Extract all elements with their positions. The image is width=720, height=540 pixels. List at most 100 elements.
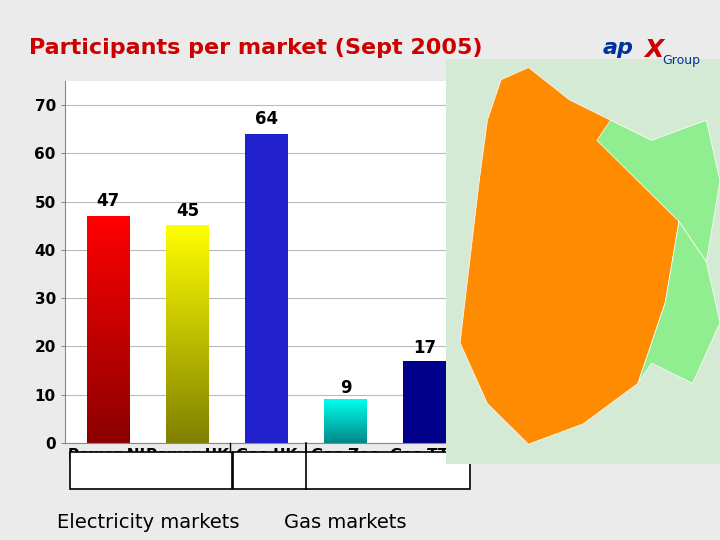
- Bar: [324, 438, 367, 440]
- Bar: [86, 329, 130, 332]
- Bar: [86, 427, 130, 429]
- Bar: [166, 375, 209, 377]
- Bar: [166, 308, 209, 310]
- Bar: [324, 441, 367, 442]
- Bar: [86, 347, 130, 350]
- Bar: [86, 302, 130, 305]
- Text: 45: 45: [176, 202, 199, 220]
- Bar: [166, 327, 209, 330]
- Bar: [324, 425, 367, 426]
- Bar: [86, 234, 130, 237]
- Bar: [166, 434, 209, 436]
- Bar: [86, 304, 130, 307]
- Bar: [166, 288, 209, 291]
- Bar: [86, 247, 130, 250]
- Bar: [166, 241, 209, 243]
- Bar: [324, 431, 367, 433]
- Bar: [324, 411, 367, 413]
- Bar: [86, 404, 130, 407]
- Bar: [166, 425, 209, 428]
- Bar: [86, 241, 130, 244]
- Bar: [86, 354, 130, 356]
- Bar: [166, 388, 209, 391]
- Bar: [324, 436, 367, 437]
- Bar: [86, 375, 130, 377]
- Bar: [324, 400, 367, 401]
- Bar: [166, 380, 209, 382]
- Bar: [86, 250, 130, 252]
- Bar: [86, 259, 130, 261]
- Bar: [166, 371, 209, 373]
- Bar: [166, 399, 209, 402]
- Bar: [324, 407, 367, 408]
- Bar: [324, 403, 367, 404]
- Bar: [166, 362, 209, 365]
- Bar: [86, 352, 130, 354]
- Bar: [324, 439, 367, 440]
- Bar: [86, 218, 130, 221]
- Bar: [86, 402, 130, 404]
- Text: 47: 47: [96, 192, 120, 210]
- Bar: [324, 405, 367, 406]
- Bar: [166, 395, 209, 397]
- Bar: [166, 271, 209, 273]
- Bar: [86, 436, 130, 438]
- Bar: [86, 279, 130, 282]
- Bar: [86, 325, 130, 327]
- Bar: [86, 368, 130, 370]
- Bar: [166, 260, 209, 262]
- Bar: [324, 401, 367, 402]
- Bar: [166, 347, 209, 349]
- Text: 9: 9: [340, 379, 351, 397]
- Polygon shape: [597, 120, 720, 262]
- Bar: [324, 420, 367, 421]
- Bar: [324, 440, 367, 441]
- Bar: [166, 280, 209, 282]
- Bar: [86, 313, 130, 316]
- Bar: [166, 269, 209, 271]
- Bar: [166, 429, 209, 432]
- Bar: [166, 397, 209, 400]
- Bar: [166, 275, 209, 278]
- Bar: [86, 429, 130, 431]
- Bar: [324, 431, 367, 432]
- Bar: [324, 424, 367, 425]
- Bar: [86, 338, 130, 341]
- Bar: [86, 434, 130, 436]
- Bar: [166, 282, 209, 285]
- Bar: [86, 277, 130, 280]
- Bar: [324, 418, 367, 420]
- Bar: [166, 406, 209, 408]
- Bar: [166, 316, 209, 319]
- Bar: [324, 410, 367, 411]
- Bar: [86, 252, 130, 255]
- Bar: [166, 291, 209, 293]
- Text: ap: ap: [603, 38, 634, 58]
- Bar: [86, 268, 130, 271]
- Bar: [86, 345, 130, 348]
- Bar: [86, 417, 130, 420]
- Bar: [324, 422, 367, 423]
- Bar: [86, 395, 130, 397]
- Bar: [166, 354, 209, 356]
- Bar: [86, 245, 130, 248]
- Bar: [324, 441, 367, 442]
- Bar: [86, 406, 130, 409]
- Bar: [86, 243, 130, 246]
- Bar: [324, 407, 367, 408]
- Bar: [324, 413, 367, 414]
- Text: Participants per market (Sept 2005): Participants per market (Sept 2005): [29, 38, 482, 58]
- Bar: [166, 286, 209, 289]
- Bar: [166, 369, 209, 371]
- Bar: [166, 284, 209, 287]
- Bar: [324, 418, 367, 419]
- Bar: [166, 256, 209, 258]
- Bar: [166, 325, 209, 328]
- Bar: [166, 321, 209, 323]
- Bar: [86, 322, 130, 325]
- Bar: [324, 425, 367, 426]
- Bar: [324, 406, 367, 407]
- Bar: [166, 278, 209, 280]
- Bar: [166, 330, 209, 332]
- Bar: [86, 440, 130, 443]
